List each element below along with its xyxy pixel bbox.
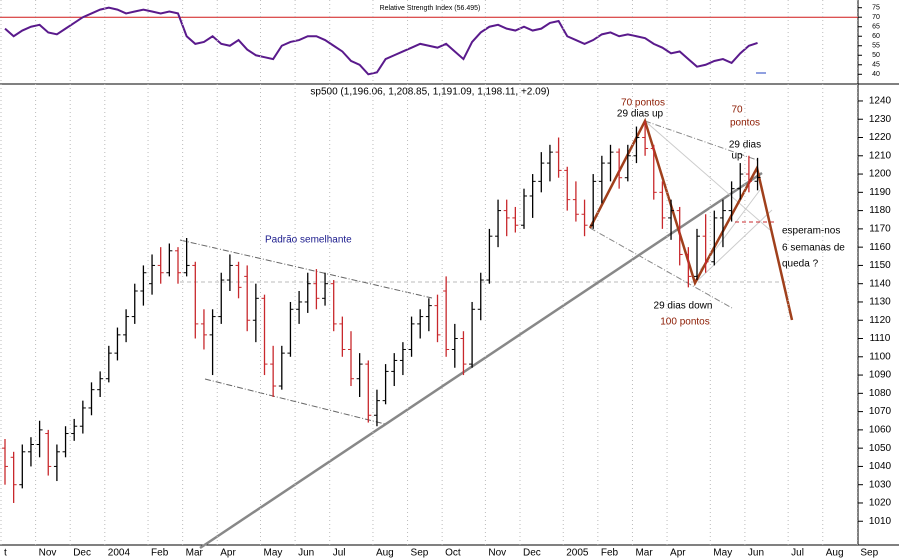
- y-tick-label: 1070: [869, 406, 892, 417]
- x-tick-label: May: [713, 548, 732, 559]
- x-tick-label: Apr: [220, 548, 236, 559]
- x-tick-label: Sep: [860, 548, 878, 559]
- annotation: queda ?: [782, 259, 819, 270]
- annotation: 70: [731, 105, 743, 116]
- y-tick-label: 1180: [869, 205, 891, 216]
- annotation: Padrão semelhante: [265, 235, 352, 246]
- x-tick-label: t: [4, 548, 7, 559]
- helper-line: [589, 227, 733, 309]
- y-tick-label: 1030: [869, 479, 892, 490]
- x-tick-label: Feb: [151, 548, 169, 559]
- price-title: sp500 (1,196.06, 1,208.85, 1,191.09, 1,1…: [310, 87, 549, 98]
- x-tick-label: Mar: [635, 548, 653, 559]
- rsi-title: Relative Strength Index (56.495): [380, 5, 481, 12]
- y-tick-label: 1240: [869, 96, 892, 107]
- y-tick-label: 1190: [869, 187, 891, 198]
- x-tick-label: Mar: [186, 548, 204, 559]
- x-tick-label: Oct: [445, 548, 461, 559]
- annotation: 70 pontos: [621, 98, 665, 109]
- y-tick-label: 1050: [869, 443, 892, 454]
- y-tick-label: 1060: [869, 425, 892, 436]
- x-tick-label: Jul: [333, 548, 346, 559]
- annotation: 29 dias up: [617, 109, 664, 120]
- x-tick-label: Feb: [601, 548, 619, 559]
- annotation: pontos: [730, 118, 760, 129]
- y-tick-label: 1110: [870, 333, 891, 344]
- annotation: 100 pontos: [660, 317, 710, 328]
- x-tick-label: Aug: [826, 548, 844, 559]
- annotation: esperam-nos: [782, 226, 840, 237]
- long-trendline: [199, 171, 763, 550]
- annotation: 6 semanas de: [782, 243, 845, 254]
- y-tick-label: 1160: [869, 242, 891, 253]
- x-tick-label: Jun: [748, 548, 764, 559]
- x-tick-label: Apr: [670, 548, 686, 559]
- helper-line: [644, 120, 758, 161]
- y-tick-label: 1090: [869, 370, 892, 381]
- zigzag-projection: [588, 117, 794, 321]
- y-tick-label: 1130: [869, 297, 891, 308]
- x-tick-label: 2005: [566, 548, 589, 559]
- helper-line: [644, 120, 771, 231]
- y-tick-label: 1080: [869, 388, 892, 399]
- rsi-line: [4, 6, 758, 76]
- x-tick-label: Dec: [73, 548, 91, 559]
- y-tick-label: 45: [872, 62, 880, 69]
- y-tick-label: 40: [872, 71, 880, 78]
- y-tick-label: 1120: [869, 315, 891, 326]
- x-tick-label: Nov: [39, 548, 57, 559]
- x-tick-label: Jul: [791, 548, 804, 559]
- x-tick-label: 2004: [108, 548, 131, 559]
- channel-bottom: [204, 378, 386, 425]
- y-tick-label: 1170: [869, 224, 891, 235]
- y-tick-label: 1040: [869, 461, 892, 472]
- x-tick-label: May: [264, 548, 283, 559]
- x-tick-label: Jun: [298, 548, 314, 559]
- y-tick-label: 1210: [869, 150, 892, 161]
- y-tick-label: 1020: [869, 498, 892, 509]
- y-tick-label: 1150: [869, 260, 891, 271]
- y-tick-label: 65: [872, 24, 880, 31]
- y-tick-label: 50: [872, 52, 880, 59]
- y-tick-label: 1200: [869, 169, 892, 180]
- y-tick-label: 1010: [869, 516, 892, 527]
- x-tick-label: Sep: [411, 548, 429, 559]
- y-tick-label: 70: [872, 14, 880, 21]
- annotation: 29 dias down: [654, 301, 713, 312]
- y-tick-label: 1100: [869, 351, 891, 362]
- x-tick-label: Dec: [523, 548, 541, 559]
- y-tick-label: 1220: [869, 132, 892, 143]
- annotation: 29 dias: [729, 140, 761, 151]
- x-tick-label: Aug: [376, 548, 394, 559]
- x-tick-label: Nov: [488, 548, 506, 559]
- y-tick-label: 60: [872, 33, 880, 40]
- y-tick-label: 75: [872, 5, 880, 12]
- y-tick-label: 1230: [869, 114, 892, 125]
- y-tick-label: 1140: [869, 278, 891, 289]
- channel-top: [179, 239, 433, 299]
- y-tick-label: 55: [872, 43, 880, 50]
- annotation: up: [731, 151, 743, 162]
